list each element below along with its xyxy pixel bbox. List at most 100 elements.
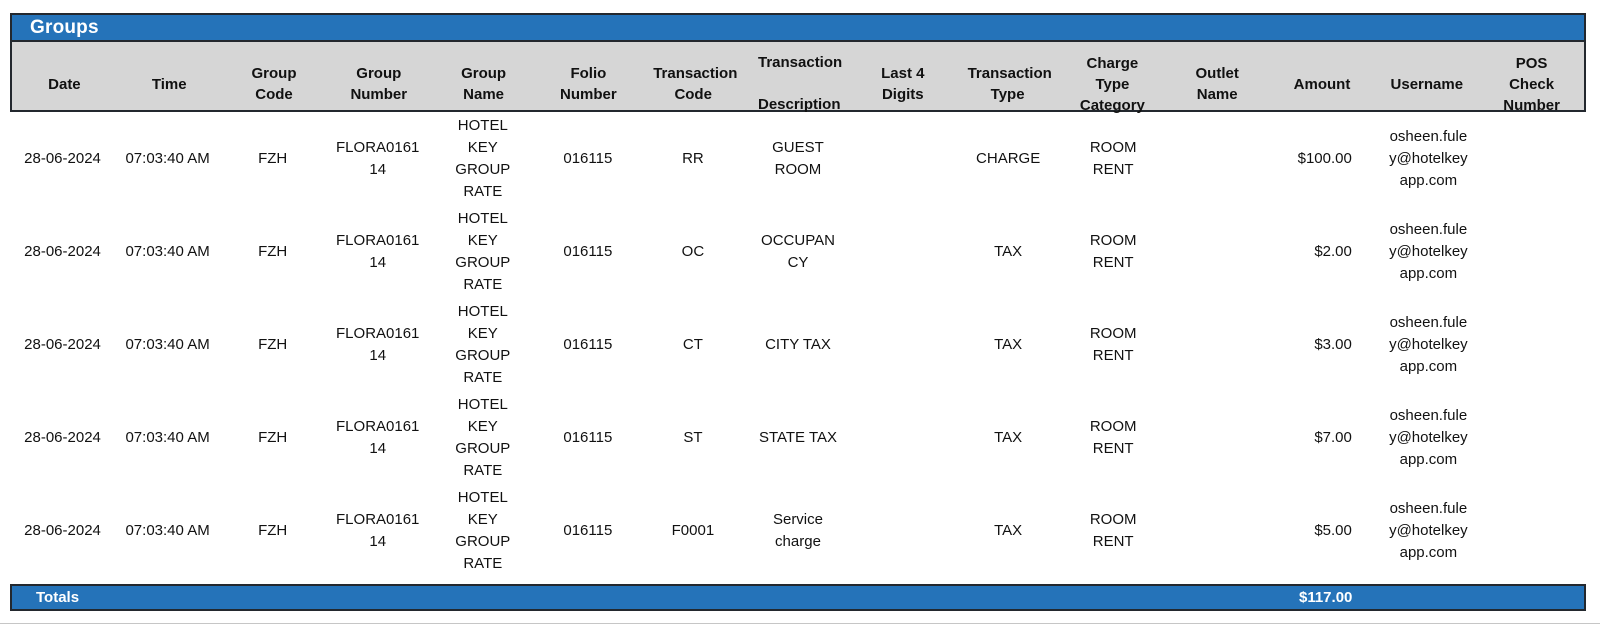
cell-transaction_description: STATE TAX — [745, 391, 850, 484]
cell-value: TAX — [994, 335, 1023, 353]
cell-folio_number: 016115 — [535, 205, 640, 298]
cell-transaction_code: RR — [640, 112, 745, 205]
cell-outlet_name — [1166, 484, 1271, 577]
cell-value: $5.00 — [1314, 521, 1352, 539]
cell-username: osheen.fuley@hotelkeyapp.com — [1376, 205, 1481, 298]
column-header-amount: Amount — [1270, 42, 1375, 126]
column-header-label: Time — [151, 75, 187, 93]
table-row: 28-06-2024 07:03:40 AM FZH FLORA016114 HOTEL… — [10, 391, 1586, 484]
page-title: Groups — [30, 16, 99, 38]
cell-group_number: FLORA016114 — [325, 484, 430, 577]
column-header-label: Group Number — [350, 65, 408, 103]
column-header-label: Last 4 Digits — [881, 65, 925, 103]
column-header-transaction_description: Transaction Description — [746, 42, 851, 126]
cell-date: 28-06-2024 — [10, 484, 115, 577]
cell-value: 016115 — [563, 428, 613, 446]
cell-value: osheen.fuley@hotelkeyapp.com — [1389, 127, 1468, 189]
column-header-group_code: Group Code — [222, 42, 327, 126]
cell-value: RR — [682, 149, 704, 167]
table-header-row: Date Time Group Code Group Number Group Name… — [10, 42, 1586, 114]
cell-group_code: FZH — [220, 112, 325, 205]
cell-last_4_digits — [851, 484, 956, 577]
cell-value: 07:03:40 AM — [125, 521, 210, 539]
cell-group_code: FZH — [220, 298, 325, 391]
cell-transaction_type: TAX — [956, 484, 1061, 577]
cell-time: 07:03:40 AM — [115, 112, 220, 205]
cell-last_4_digits — [851, 298, 956, 391]
totals-label: Totals — [36, 589, 80, 606]
cell-value: HOTEL KEY GROUP RATE — [455, 488, 511, 572]
cell-value: 016115 — [563, 521, 613, 539]
column-header-charge_type_category: Charge Type Category — [1060, 42, 1165, 126]
cell-outlet_name — [1166, 298, 1271, 391]
column-header-label: Charge Type Category — [1079, 54, 1145, 114]
cell-group_name: HOTEL KEY GROUP RATE — [430, 484, 535, 577]
cell-charge_type_category: ROOM RENT — [1061, 112, 1166, 205]
cell-folio_number: 016115 — [535, 112, 640, 205]
cell-username: osheen.fuley@hotelkeyapp.com — [1376, 391, 1481, 484]
cell-value: $100.00 — [1297, 149, 1352, 167]
cell-value: ROOM RENT — [1089, 231, 1137, 271]
cell-transaction_code: CT — [640, 298, 745, 391]
cell-value: 016115 — [563, 149, 613, 167]
page-bottom-divider — [0, 623, 1600, 624]
table-row: 28-06-2024 07:03:40 AM FZH FLORA016114 HOTEL… — [10, 112, 1586, 205]
cell-value: 28-06-2024 — [24, 149, 101, 167]
cell-amount: $100.00 — [1271, 112, 1376, 205]
cell-transaction_description: CITY TAX — [745, 298, 850, 391]
cell-value: osheen.fuley@hotelkeyapp.com — [1389, 313, 1468, 375]
cell-transaction_code: ST — [640, 391, 745, 484]
cell-value: FLORA016114 — [336, 138, 420, 178]
cell-value: 28-06-2024 — [24, 428, 101, 446]
cell-outlet_name — [1166, 391, 1271, 484]
column-header-label: Group Code — [251, 65, 297, 103]
cell-outlet_name — [1166, 205, 1271, 298]
cell-value: HOTEL KEY GROUP RATE — [455, 116, 511, 200]
cell-time: 07:03:40 AM — [115, 484, 220, 577]
cell-username: osheen.fuley@hotelkeyapp.com — [1376, 298, 1481, 391]
cell-value: ROOM RENT — [1089, 324, 1137, 364]
cell-folio_number: 016115 — [535, 298, 640, 391]
cell-group_number: FLORA016114 — [325, 391, 430, 484]
cell-value: osheen.fuley@hotelkeyapp.com — [1389, 406, 1468, 468]
cell-value: FZH — [258, 149, 288, 167]
cell-value: CHARGE — [976, 149, 1041, 167]
cell-group_number: FLORA016114 — [325, 298, 430, 391]
cell-value: FZH — [258, 521, 288, 539]
report-title-bar: Groups — [10, 13, 1586, 42]
cell-value: TAX — [994, 428, 1023, 446]
cell-pos_check_number — [1481, 391, 1586, 484]
cell-value: OCCUPANCY — [761, 231, 835, 271]
cell-username: osheen.fuley@hotelkeyapp.com — [1376, 112, 1481, 205]
column-header-label: Amount — [1293, 75, 1351, 93]
cell-value: TAX — [994, 521, 1023, 539]
cell-value: OC — [681, 242, 705, 260]
totals-amount: $117.00 — [1298, 589, 1353, 606]
cell-value: HOTEL KEY GROUP RATE — [455, 302, 511, 386]
column-header-group_number: Group Number — [326, 42, 431, 126]
cell-group_number: FLORA016114 — [325, 205, 430, 298]
cell-value: HOTEL KEY GROUP RATE — [455, 395, 511, 479]
cell-value: 016115 — [563, 242, 613, 260]
column-header-label: Transaction Code — [653, 65, 738, 103]
table-row: 28-06-2024 07:03:40 AM FZH FLORA016114 HOTEL… — [10, 298, 1586, 391]
cell-time: 07:03:40 AM — [115, 391, 220, 484]
cell-value: FLORA016114 — [336, 324, 420, 364]
cell-pos_check_number — [1481, 112, 1586, 205]
cell-value: CITY TAX — [765, 335, 831, 353]
cell-group_code: FZH — [220, 484, 325, 577]
cell-outlet_name — [1166, 112, 1271, 205]
cell-transaction_type: TAX — [956, 391, 1061, 484]
cell-value: $7.00 — [1314, 428, 1352, 446]
cell-time: 07:03:40 AM — [115, 298, 220, 391]
cell-value: FLORA016114 — [336, 417, 420, 457]
cell-pos_check_number — [1481, 484, 1586, 577]
cell-transaction_description: OCCUPANCY — [745, 205, 850, 298]
column-header-label: Date — [48, 75, 81, 93]
cell-folio_number: 016115 — [535, 391, 640, 484]
table-row: 28-06-2024 07:03:40 AM FZH FLORA016114 HOTEL… — [10, 205, 1586, 298]
cell-value: osheen.fuley@hotelkeyapp.com — [1389, 220, 1468, 282]
cell-value: FZH — [258, 428, 288, 446]
column-header-username: Username — [1374, 42, 1479, 126]
cell-value: 07:03:40 AM — [125, 149, 210, 167]
